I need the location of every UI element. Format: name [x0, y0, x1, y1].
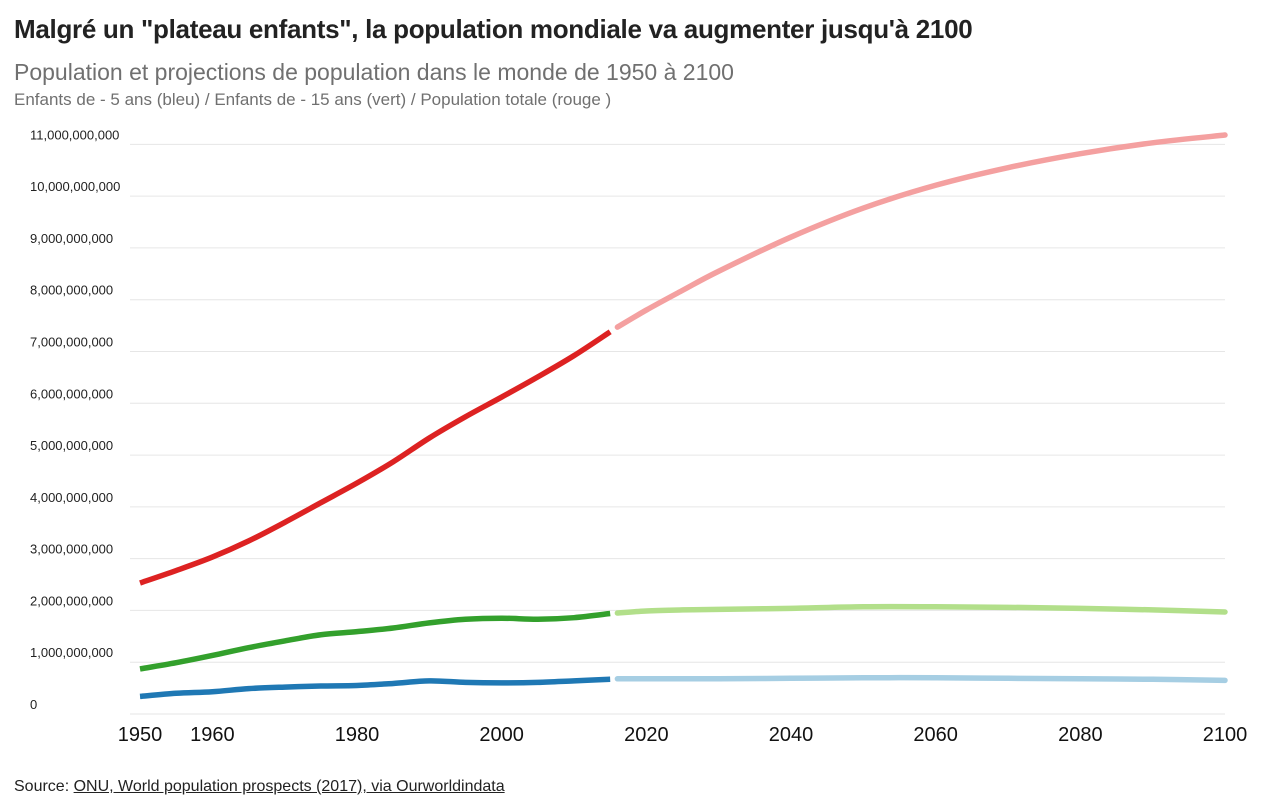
x-tick-label-1950: 1950 [118, 724, 163, 746]
y-tick-label-10: 10,000,000,000 [30, 179, 120, 194]
source-link[interactable]: ONU, World population prospects (2017), … [73, 778, 505, 795]
x-tick-label-2020: 2020 [624, 724, 669, 746]
chart-subtitle: Population et projections de population … [14, 59, 734, 85]
y-tick-label-3: 3,000,000,000 [30, 542, 113, 557]
y-tick-label-8: 8,000,000,000 [30, 283, 113, 298]
y-tick-label-2: 2,000,000,000 [30, 593, 113, 608]
x-axis: 1950 1960 1980 2000 2020 2040 2060 2080 2100 [118, 724, 1248, 746]
y-tick-label-7: 7,000,000,000 [30, 335, 113, 350]
source-note: Source: ONU, World population prospects … [14, 778, 505, 796]
children-under-5-historical-line [139, 676, 611, 700]
grid-lines [130, 143, 1225, 715]
children-under-15-historical-line [139, 610, 611, 672]
y-axis: 0 1,000,000,000 2,000,000,000 3,000,000,000… [30, 127, 120, 712]
x-tick-label-2060: 2060 [913, 724, 958, 746]
x-tick-label-2100: 2100 [1203, 724, 1248, 746]
chart-title: Malgré un "plateau enfants", la populati… [14, 14, 973, 44]
y-tick-label-4: 4,000,000,000 [30, 490, 113, 505]
series-lines [139, 132, 1228, 700]
x-tick-label-2000: 2000 [479, 724, 524, 746]
y-tick-label-5: 5,000,000,000 [30, 438, 113, 453]
x-tick-label-1980: 1980 [335, 724, 380, 746]
y-tick-label-9: 9,000,000,000 [30, 231, 113, 246]
total-population-projection-line [614, 132, 1228, 330]
children-under-15-projection-line [614, 603, 1228, 616]
legend-description: Enfants de - 5 ans (bleu) / Enfants de -… [14, 90, 612, 109]
y-tick-label-1: 1,000,000,000 [30, 645, 113, 660]
children-under-5-projection-line [614, 674, 1228, 684]
y-tick-label-6: 6,000,000,000 [30, 386, 113, 401]
source-label: Source: [14, 778, 70, 795]
x-tick-label-2080: 2080 [1058, 724, 1103, 746]
y-tick-label-11: 11,000,000,000 [30, 127, 119, 142]
y-tick-label-0: 0 [30, 697, 37, 712]
total-population-historical-line [139, 329, 612, 586]
x-tick-label-2040: 2040 [769, 724, 814, 746]
x-tick-label-1960: 1960 [190, 724, 235, 746]
